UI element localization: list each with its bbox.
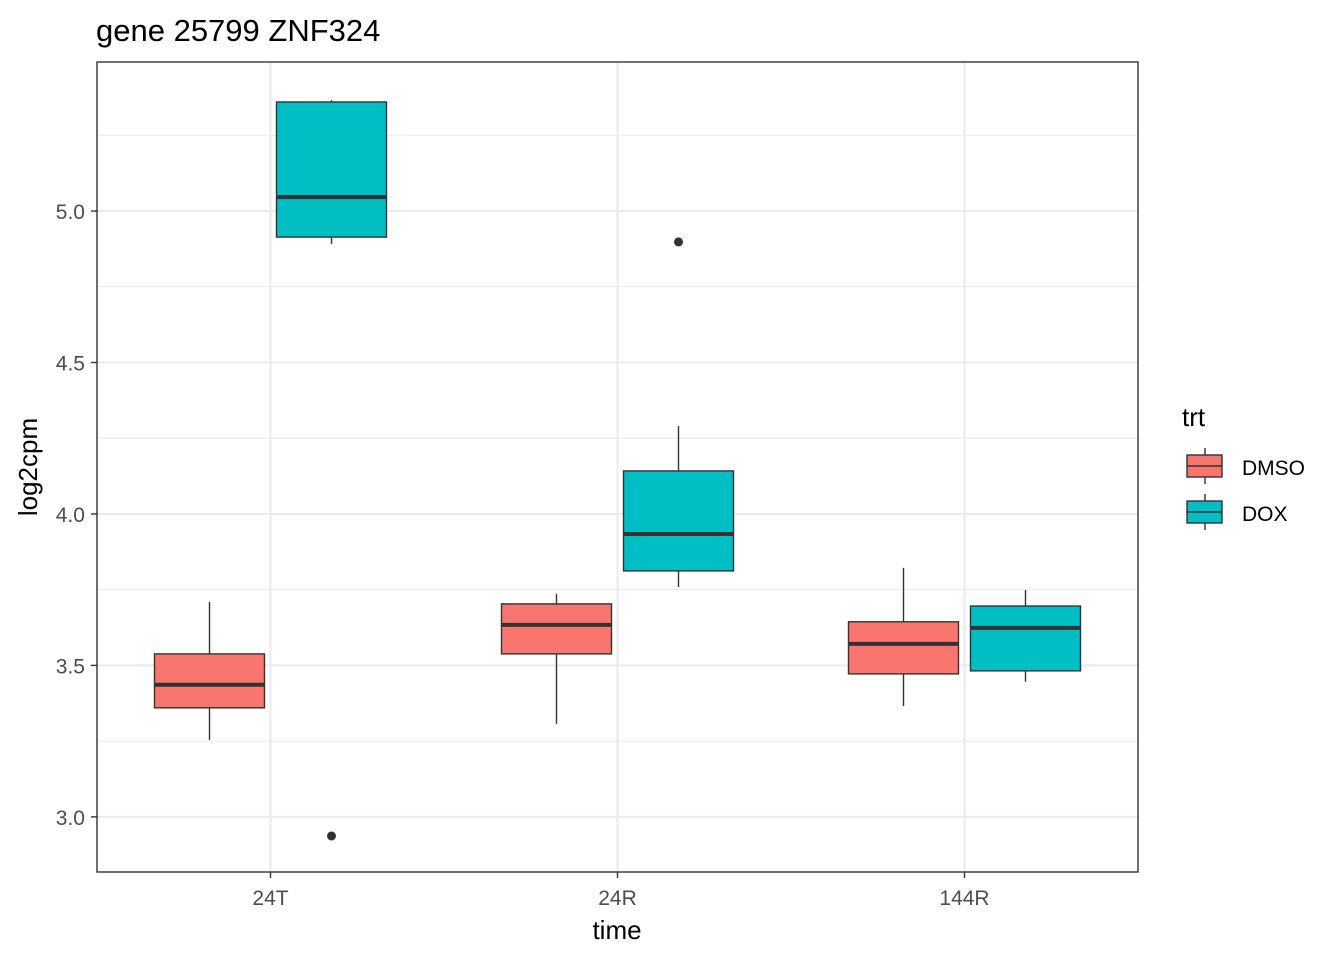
box-dmso-144r <box>847 567 960 707</box>
box-iqr <box>275 101 388 238</box>
box-iqr <box>500 603 613 655</box>
y-tick-label: 4.5 <box>56 352 85 375</box>
x-axis: 24T 24R 144R <box>252 872 990 910</box>
box-dox-24r <box>622 237 735 587</box>
chart-title: gene 25799 ZNF324 <box>96 13 380 48</box>
box-iqr <box>969 605 1082 672</box>
box-dmso-24t <box>153 601 266 740</box>
y-tick-label: 3.5 <box>56 655 85 678</box>
y-axis: 3.0 3.5 4.0 4.5 5.0 <box>56 201 97 830</box>
box-iqr <box>153 653 266 709</box>
outlier-point <box>327 831 336 841</box>
legend: trt DMSO DOX <box>1182 402 1305 530</box>
x-tick-label: 144R <box>939 887 989 910</box>
box-dox-144r <box>969 589 1082 682</box>
legend-label: DOX <box>1242 503 1288 526</box>
legend-title: trt <box>1182 402 1206 432</box>
x-axis-label: time <box>592 915 641 945</box>
y-tick-label: 3.0 <box>56 807 85 830</box>
boxes <box>153 100 1082 841</box>
y-tick-label: 4.0 <box>56 504 85 527</box>
outlier-point <box>674 237 683 247</box>
x-tick-label: 24R <box>598 887 637 910</box>
box-dox-24t <box>275 100 388 841</box>
box-iqr <box>622 470 735 572</box>
y-axis-label: log2cpm <box>13 418 43 516</box>
box-iqr <box>847 621 960 675</box>
y-tick-label: 5.0 <box>56 201 85 224</box>
legend-label: DMSO <box>1242 457 1305 480</box>
grid <box>97 62 1138 872</box>
box-dmso-24r <box>500 593 613 724</box>
x-tick-label: 24T <box>252 887 288 910</box>
